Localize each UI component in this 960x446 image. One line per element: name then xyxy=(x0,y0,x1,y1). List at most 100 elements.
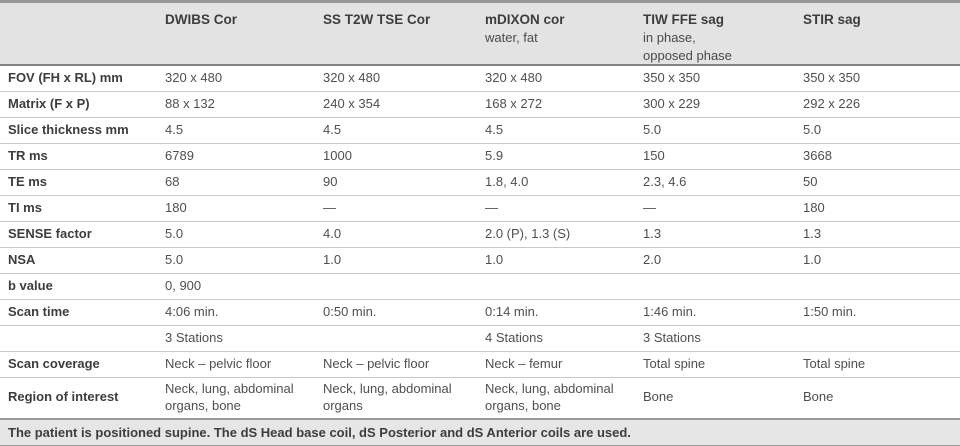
table-cell xyxy=(643,273,803,300)
table-cell: 68 xyxy=(165,169,323,196)
table-cell: 4 Stations xyxy=(485,325,643,352)
table-row-fov: FOV (FH x RL) mm 320 x 480 320 x 480 320… xyxy=(0,65,960,92)
table-cell: 1:50 min. xyxy=(803,299,960,326)
row-label: SENSE factor xyxy=(0,221,165,248)
table-cell: 1.3 xyxy=(803,221,960,248)
column-header-dwibs: DWIBS Cor xyxy=(165,1,323,67)
table-cell: 292 x 226 xyxy=(803,91,960,118)
column-title: DWIBS Cor xyxy=(165,12,237,27)
column-header-ss-t2w: SS T2W TSE Cor xyxy=(323,1,485,67)
table-cell: Neck, lung, abdominal organs, bone xyxy=(165,377,323,420)
table-row-matrix: Matrix (F x P) 88 x 132 240 x 354 168 x … xyxy=(0,91,960,118)
table-cell: Total spine xyxy=(643,351,803,378)
column-title: STIR sag xyxy=(803,12,861,27)
table-cell: Neck – pelvic floor xyxy=(323,351,485,378)
table-cell: 1.0 xyxy=(803,247,960,274)
row-label: b value xyxy=(0,273,165,300)
row-label: TE ms xyxy=(0,169,165,196)
column-title: SS T2W TSE Cor xyxy=(323,12,431,27)
table-cell: 50 xyxy=(803,169,960,196)
column-subtitle: in phase, opposed phase xyxy=(643,30,732,63)
table-row-scan-time: Scan time 4:06 min. 0:50 min. 0:14 min. … xyxy=(0,299,960,326)
column-subtitle: water, fat xyxy=(485,30,538,45)
table-cell: 1.3 xyxy=(643,221,803,248)
row-label: TR ms xyxy=(0,143,165,170)
row-label xyxy=(0,325,165,352)
table-cell xyxy=(485,273,643,300)
table-cell xyxy=(323,325,485,352)
row-label: Region of interest xyxy=(0,377,165,420)
table-cell: 0:50 min. xyxy=(323,299,485,326)
table-cell: 5.0 xyxy=(165,221,323,248)
table-cell: — xyxy=(485,195,643,222)
table-footer: The patient is positioned supine. The dS… xyxy=(0,418,960,446)
table-cell xyxy=(323,273,485,300)
table-cell: 0, 900 xyxy=(165,273,323,300)
column-title: TIW FFE sag xyxy=(643,12,724,27)
table-cell: 5.0 xyxy=(803,117,960,144)
table-cell: 5.9 xyxy=(485,143,643,170)
table-cell: 90 xyxy=(323,169,485,196)
table-cell: 88 x 132 xyxy=(165,91,323,118)
table-row-te: TE ms 68 90 1.8, 4.0 2.3, 4.6 50 xyxy=(0,169,960,196)
corner-cell xyxy=(0,1,165,67)
row-label: FOV (FH x RL) mm xyxy=(0,65,165,92)
table-cell: 300 x 229 xyxy=(643,91,803,118)
table-cell: 320 x 480 xyxy=(165,65,323,92)
column-header-mdixon: mDIXON cor water, fat xyxy=(485,1,643,67)
table-row-scan-coverage: Scan coverage Neck – pelvic floor Neck –… xyxy=(0,351,960,378)
header-row: DWIBS Cor SS T2W TSE Cor mDIXON cor wate… xyxy=(0,1,960,67)
table-cell: 2.3, 4.6 xyxy=(643,169,803,196)
column-header-tiw-ffe: TIW FFE sag in phase, opposed phase xyxy=(643,1,803,67)
table-cell: 240 x 354 xyxy=(323,91,485,118)
table-cell: — xyxy=(323,195,485,222)
column-title: mDIXON cor xyxy=(485,12,565,27)
table-cell xyxy=(803,273,960,300)
table-cell: 320 x 480 xyxy=(323,65,485,92)
table-row-slice-thickness: Slice thickness mm 4.5 4.5 4.5 5.0 5.0 xyxy=(0,117,960,144)
table-cell: 4.5 xyxy=(485,117,643,144)
table-cell: 320 x 480 xyxy=(485,65,643,92)
table-cell: Bone xyxy=(643,377,803,420)
table-cell: 180 xyxy=(803,195,960,222)
table-cell: 3 Stations xyxy=(165,325,323,352)
table-cell: 4.5 xyxy=(323,117,485,144)
table-cell: 1:46 min. xyxy=(643,299,803,326)
table-cell: 150 xyxy=(643,143,803,170)
table-cell: 5.0 xyxy=(643,117,803,144)
row-label: Scan coverage xyxy=(0,351,165,378)
table-row-sense-factor: SENSE factor 5.0 4.0 2.0 (P), 1.3 (S) 1.… xyxy=(0,221,960,248)
table-cell: Neck, lung, abdominal organs, bone xyxy=(485,377,643,420)
table-row-stations: 3 Stations 4 Stations 3 Stations xyxy=(0,325,960,352)
column-header-stir: STIR sag xyxy=(803,1,960,67)
table-cell: — xyxy=(643,195,803,222)
table-cell: 1.0 xyxy=(323,247,485,274)
table-cell: 180 xyxy=(165,195,323,222)
table-cell: 4.5 xyxy=(165,117,323,144)
row-label: TI ms xyxy=(0,195,165,222)
table-row-tr: TR ms 6789 1000 5.9 150 3668 xyxy=(0,143,960,170)
table-cell: Bone xyxy=(803,377,960,420)
table-cell: 5.0 xyxy=(165,247,323,274)
table-row-b-value: b value 0, 900 xyxy=(0,273,960,300)
table-cell: Neck, lung, abdominal organs xyxy=(323,377,485,420)
table-cell: 1000 xyxy=(323,143,485,170)
table-row-region-of-interest: Region of interest Neck, lung, abdominal… xyxy=(0,377,960,420)
table-cell: 4:06 min. xyxy=(165,299,323,326)
table-cell xyxy=(803,325,960,352)
footnote-row: The patient is positioned supine. The dS… xyxy=(0,418,960,446)
table-row-nsa: NSA 5.0 1.0 1.0 2.0 1.0 xyxy=(0,247,960,274)
table-header: DWIBS Cor SS T2W TSE Cor mDIXON cor wate… xyxy=(0,1,960,67)
table-cell: 4.0 xyxy=(323,221,485,248)
table-row-ti: TI ms 180 — — — 180 xyxy=(0,195,960,222)
table-cell: 1.8, 4.0 xyxy=(485,169,643,196)
table-body: FOV (FH x RL) mm 320 x 480 320 x 480 320… xyxy=(0,65,960,420)
table-footnote: The patient is positioned supine. The dS… xyxy=(0,418,960,446)
table-cell: 3668 xyxy=(803,143,960,170)
table-cell: Total spine xyxy=(803,351,960,378)
row-label: NSA xyxy=(0,247,165,274)
table-cell: 6789 xyxy=(165,143,323,170)
table-cell: 0:14 min. xyxy=(485,299,643,326)
